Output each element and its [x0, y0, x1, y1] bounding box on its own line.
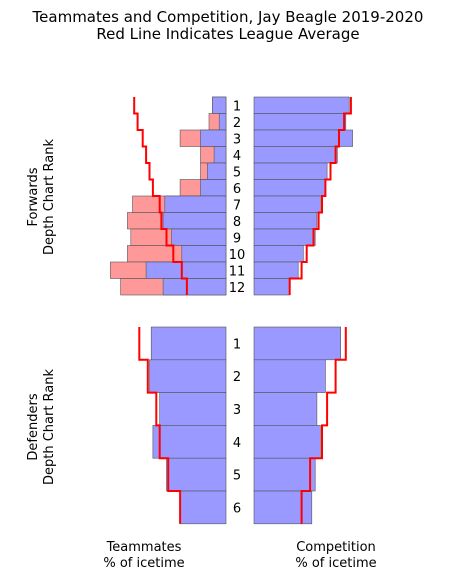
forwards-competition-bar: [253, 212, 318, 230]
forwards-teammates-bar: [212, 96, 227, 114]
forwards-competition-bar: [253, 179, 326, 197]
forwards-rank-label: 8: [233, 215, 241, 230]
forwards-competition-bar: [253, 162, 328, 180]
defenders-competition-bar: [253, 359, 326, 393]
forwards-rank-label: 12: [229, 281, 246, 296]
defenders-competition-panel: [253, 326, 347, 525]
forwards-rank-label: 11: [229, 264, 246, 279]
defenders-teammates-bar: [166, 457, 227, 492]
defenders-competition-bar: [253, 392, 318, 426]
teammates-xlabel: Teammates% of icetime: [103, 540, 184, 571]
forwards-teammates-bar: [200, 179, 227, 197]
defenders-rank-label: 4: [233, 436, 241, 451]
defenders-teammates-bar: [150, 326, 227, 361]
forwards-teammates-bar: [162, 278, 227, 296]
forwards-competition-league-line: [288, 97, 352, 295]
defenders-teammates-bar: [179, 490, 227, 525]
forwards-competition-bar: [253, 113, 347, 131]
defenders-competition-bar: [253, 490, 313, 525]
defenders-competition-league-line: [300, 327, 347, 524]
forwards-competition-bar: [253, 228, 316, 246]
y-axis-labels: ForwardsDepth Chart Rank DefendersDepth C…: [26, 139, 57, 486]
chart-subtitle: Red Line Indicates League Average: [96, 25, 359, 43]
chart-title: Teammates and Competition, Jay Beagle 20…: [32, 8, 424, 26]
forwards-competition-bar: [253, 129, 353, 147]
forwards-teammates-bar: [200, 129, 227, 147]
x-axis-labels: Teammates% of icetime Competition% of ice…: [103, 540, 376, 571]
defenders-competition-bar: [253, 326, 341, 361]
forwards-teammates-bar: [218, 113, 227, 131]
forwards-competition-bar: [253, 245, 304, 263]
forwards-competition-bar: [253, 195, 321, 213]
forwards-rank-label: 6: [233, 182, 241, 197]
defenders-teammates-bar: [159, 392, 227, 426]
forwards-teammates-bar: [162, 212, 227, 230]
forwards-teammates-bar: [171, 228, 227, 246]
forwards-rank-label: 5: [233, 165, 241, 180]
forwards-competition-bar: [253, 278, 291, 296]
forwards-teammates-panel: [110, 96, 227, 296]
forwards-teammates-bar: [207, 162, 227, 180]
forwards-rank-label: 3: [233, 132, 241, 147]
forwards-rank-label: 9: [233, 231, 241, 246]
forwards-competition-bar: [253, 261, 299, 279]
forwards-axis-label: ForwardsDepth Chart Rank: [26, 139, 57, 256]
defenders-teammates-panel: [138, 326, 227, 525]
forwards-teammates-league-line: [133, 97, 188, 295]
forwards-rank-label: 4: [233, 149, 241, 164]
forwards-teammates-bar: [213, 146, 227, 164]
forwards-rank-label: 10: [229, 248, 246, 263]
forwards-teammates-bar: [164, 195, 227, 213]
competition-xlabel: Competition% of icetime: [295, 540, 376, 571]
forwards-competition-bar: [253, 96, 350, 114]
forwards-teammates-bar: [145, 261, 227, 279]
forwards-rank-label: 2: [233, 116, 241, 131]
forwards-competition-panel: [253, 96, 353, 296]
defenders-competition-bar: [253, 457, 316, 492]
forwards-rank-label: 1: [233, 99, 241, 114]
defenders-rank-label: 5: [233, 469, 241, 484]
defenders-rank-label: 6: [233, 501, 241, 516]
defenders-teammates-bar: [152, 425, 227, 459]
forwards-competition-bar: [253, 146, 338, 164]
defenders-competition-bar: [253, 425, 321, 459]
defenders-rank-label: 1: [233, 337, 241, 352]
forwards-teammates-bar: [181, 245, 227, 263]
defenders-axis-label: DefendersDepth Chart Rank: [26, 369, 57, 486]
forwards-rank-label: 7: [233, 198, 241, 213]
defenders-rank-labels: 1 2 3 4 5 6: [233, 337, 241, 516]
defenders-rank-label: 3: [233, 403, 241, 418]
defenders-rank-label: 2: [233, 370, 241, 385]
defenders-teammates-league-line: [138, 327, 182, 524]
defenders-teammates-bar: [149, 359, 227, 393]
